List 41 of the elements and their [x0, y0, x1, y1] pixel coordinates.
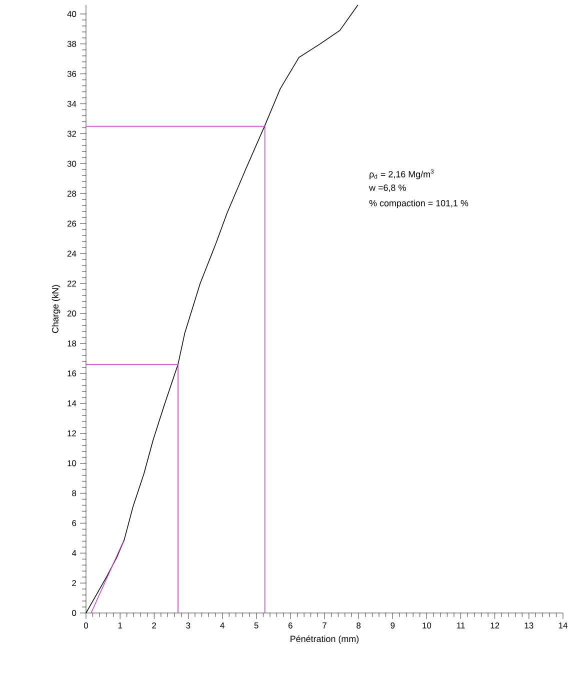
y-tick-label: 22 — [67, 280, 76, 286]
x-tick-label: 2 — [152, 622, 156, 628]
x-tick-label: 14 — [558, 622, 568, 628]
y-tick-label: 8 — [72, 490, 76, 496]
y-tick-label: 18 — [68, 340, 76, 346]
x-tick-label: 7 — [322, 622, 326, 628]
y-tick-label: 4 — [72, 550, 76, 556]
x-tick-label: 1 — [118, 622, 122, 628]
x-tick-label: 10 — [422, 622, 432, 629]
annotation: ρ$_{d}$ = 2,16 Mg/m$^{3}$ — [370, 169, 434, 180]
y-tick-label: 34 — [67, 100, 76, 107]
x-tick-label: 11 — [457, 622, 465, 628]
annotation: % compaction = 101,1 % — [369, 200, 468, 208]
y-tick-label: 26 — [67, 220, 76, 227]
x-tick-label: 4 — [220, 622, 224, 628]
x-tick-label: 3 — [186, 622, 190, 629]
y-tick-label: 38 — [67, 40, 76, 47]
y-tick-label: 10 — [68, 460, 76, 466]
y-tick-label: 0 — [72, 610, 76, 616]
y-tick-label: 36 — [67, 70, 76, 77]
y-tick-label: 6 — [72, 520, 76, 526]
x-tick-label: 8 — [356, 622, 361, 629]
y-axis-title: Charge (kN) — [52, 285, 60, 333]
x-axis-title: Pénétration (mm) — [290, 635, 359, 644]
annotation: w =6,8 % — [369, 184, 406, 192]
x-tick-label: 12 — [490, 622, 500, 628]
x-tick-label: 9 — [390, 622, 395, 629]
y-tick-label: 32 — [67, 130, 76, 137]
y-tick-label: 14 — [68, 400, 76, 406]
y-tick-label: 30 — [67, 160, 76, 167]
x-tick-label: 13 — [524, 622, 534, 629]
y-tick-label: 2 — [72, 580, 76, 586]
y-tick-label: 16 — [68, 370, 76, 376]
x-tick-label: 6 — [288, 622, 292, 629]
y-tick-label: 40 — [67, 10, 76, 17]
y-tick-label: 28 — [67, 190, 76, 197]
x-tick-label: 0 — [84, 622, 88, 629]
y-tick-label: 24 — [67, 250, 76, 257]
y-tick-label: 12 — [68, 430, 76, 436]
y-tick-label: 20 — [67, 310, 76, 316]
x-tick-label: 5 — [254, 622, 258, 628]
